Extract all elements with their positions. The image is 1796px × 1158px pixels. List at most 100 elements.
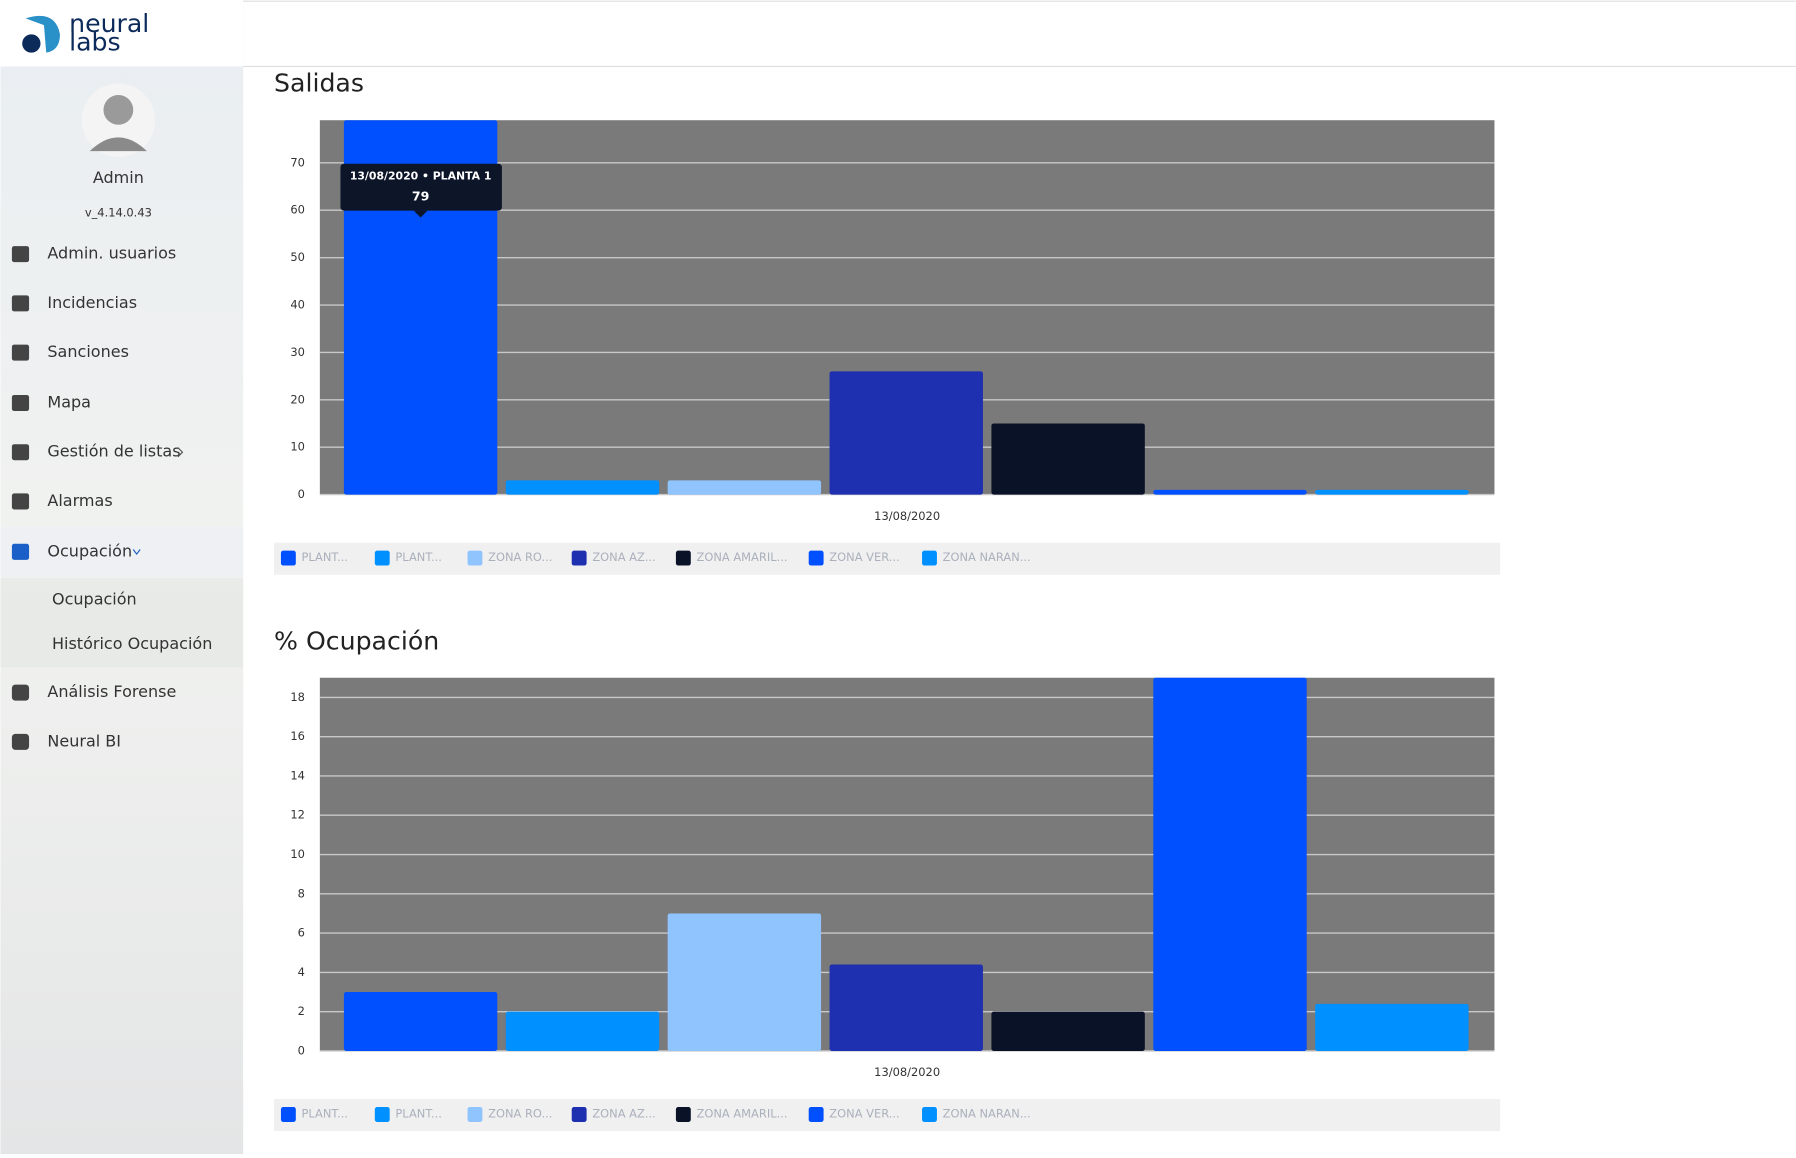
menu-label: Análisis Forense xyxy=(47,682,176,701)
legend-swatch xyxy=(571,550,587,566)
menu-label: Ocupación xyxy=(47,541,132,560)
y-tick-label: 0 xyxy=(298,1043,305,1057)
legend-label: ZONA RO... xyxy=(488,1106,552,1120)
submenu-label[interactable]: Histórico Ocupación xyxy=(52,634,212,653)
menu-item[interactable]: Admin. usuarios xyxy=(11,244,176,263)
legend-swatch xyxy=(374,1107,390,1122)
chevron xyxy=(132,549,141,556)
legend-item[interactable]: ZONA AMARIL... xyxy=(675,550,788,566)
menu-icon xyxy=(11,543,30,560)
legend-item[interactable]: PLANT... xyxy=(374,1106,442,1122)
y-tick-label: 60 xyxy=(290,203,305,217)
menu-label: Neural BI xyxy=(47,731,121,750)
user-name: Admin xyxy=(93,168,144,187)
chart: % Ocupación 0 2 4 6 8 10 12 14 16 18 13/08/2020 PLAN… xyxy=(274,626,1501,1132)
tooltip-value: 79 xyxy=(412,188,430,203)
menu-item[interactable]: Alarmas xyxy=(11,491,113,510)
y-tick-label: 12 xyxy=(290,808,305,822)
submenu-label[interactable]: Ocupación xyxy=(52,589,137,608)
bar xyxy=(829,964,983,1051)
menu-icon xyxy=(11,733,30,750)
menu-icon xyxy=(11,344,30,361)
brand: labs xyxy=(69,28,121,57)
bar xyxy=(991,1011,1145,1051)
submenu-bg xyxy=(0,578,244,668)
legend-item[interactable]: ZONA RO... xyxy=(467,550,553,566)
logo-dot xyxy=(22,34,41,53)
legend-label: ZONA AZ... xyxy=(592,1106,655,1120)
menu-icon xyxy=(11,246,30,263)
logo-mark xyxy=(25,15,60,53)
legend-item[interactable]: PLANT... xyxy=(280,550,348,566)
legend-label: ZONA NARAN... xyxy=(943,1106,1031,1120)
menu-item[interactable]: Sanciones xyxy=(11,342,129,361)
legend-item[interactable]: PLANT... xyxy=(374,550,442,566)
legend-item[interactable]: ZONA NARAN... xyxy=(922,1106,1031,1122)
bar xyxy=(343,992,498,1051)
bar xyxy=(1315,489,1469,495)
y-tick-label: 30 xyxy=(290,345,305,359)
y-tick-label: 16 xyxy=(290,729,305,743)
chart: Salidas 0 10 20 30 40 50 60 70 13/08/2020 PLANT...… xyxy=(274,69,1501,575)
charts: Salidas01020304050607013/08/2020PLANT...… xyxy=(274,69,1501,1132)
legend-swatch xyxy=(675,550,691,566)
menu-item[interactable]: Gestión de listas xyxy=(11,442,181,461)
legend-swatch xyxy=(675,1107,691,1122)
legend-label: ZONA AMARIL... xyxy=(697,550,788,564)
y-tick-label: 20 xyxy=(290,392,305,406)
legend-item[interactable]: ZONA AZ... xyxy=(571,550,656,566)
y-tick-label: 10 xyxy=(290,847,305,861)
legend-label: ZONA AZ... xyxy=(592,550,655,564)
menu-icon xyxy=(11,684,30,701)
menu-item[interactable]: Mapa xyxy=(11,392,91,411)
legend-item[interactable]: ZONA VER... xyxy=(808,550,900,566)
legend-item[interactable]: ZONA NARAN... xyxy=(922,550,1031,566)
menu-label: Mapa xyxy=(47,392,91,411)
chart-title: % Ocupación xyxy=(274,626,439,655)
legend-label: PLANT... xyxy=(302,550,348,564)
menu-item[interactable]: Neural BI xyxy=(11,731,121,750)
legend-item[interactable]: ZONA AZ... xyxy=(571,1106,656,1122)
menu-label: Incidencias xyxy=(47,293,137,312)
bar xyxy=(1315,1003,1469,1051)
legend-swatch xyxy=(374,550,390,566)
x-tick-label: 13/08/2020 xyxy=(874,509,940,523)
legend-label: ZONA VER... xyxy=(829,550,899,564)
menu-icon xyxy=(11,394,30,411)
menu-label: Gestión de listas xyxy=(47,442,180,461)
menu-label: Sanciones xyxy=(47,342,129,361)
bar xyxy=(505,480,660,495)
y-tick-label: 4 xyxy=(298,965,305,979)
legend-swatch xyxy=(922,1107,937,1122)
tooltip-title: 13/08/2020 • PLANTA 1 xyxy=(350,169,492,182)
legend-item[interactable]: ZONA AMARIL... xyxy=(675,1106,788,1122)
y-tick-label: 40 xyxy=(290,298,305,312)
legend-item[interactable]: ZONA RO... xyxy=(467,1106,553,1122)
legend-swatch xyxy=(467,1107,483,1122)
bar xyxy=(505,1011,660,1051)
legend-label: ZONA RO... xyxy=(488,550,552,564)
menu-item[interactable]: Incidencias xyxy=(11,293,137,312)
menu-item[interactable]: Análisis Forense xyxy=(11,682,176,701)
y-tick-label: 0 xyxy=(298,487,305,501)
bar xyxy=(1153,489,1307,495)
bar xyxy=(667,480,822,495)
chart-title: Salidas xyxy=(274,69,364,98)
y-tick-label: 50 xyxy=(290,250,305,264)
legend-label: PLANT... xyxy=(395,1106,441,1120)
menu-label: Alarmas xyxy=(47,491,112,510)
menu-label: Admin. usuarios xyxy=(47,244,176,263)
legend-swatch xyxy=(808,550,824,566)
legend-item[interactable]: PLANT... xyxy=(280,1106,348,1122)
legend-swatch xyxy=(571,1107,587,1122)
brand: neural xyxy=(69,9,149,38)
menu-item[interactable]: Ocupación xyxy=(11,541,132,560)
x-tick-label: 13/08/2020 xyxy=(874,1065,940,1079)
bar xyxy=(343,120,498,495)
legend-item[interactable]: ZONA VER... xyxy=(808,1106,900,1122)
tooltip-box xyxy=(340,163,502,211)
legend-swatch xyxy=(280,550,296,566)
version: v_4.14.0.43 xyxy=(85,205,152,219)
legend-swatch xyxy=(808,1107,824,1122)
